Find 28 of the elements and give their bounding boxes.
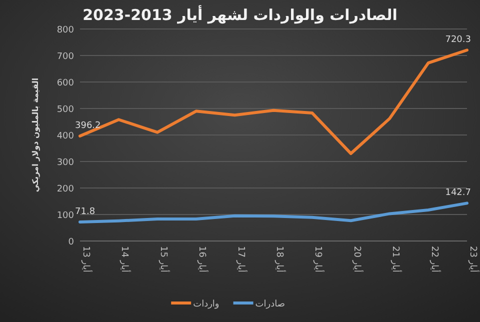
x-tick-label: أيار 23 (468, 246, 480, 272)
data-label: 720.3 (445, 35, 471, 46)
x-tick-label: أيار 21 (390, 246, 402, 272)
x-tick-label: أيار 16 (196, 246, 209, 272)
y-tick-label: 200 (56, 184, 74, 194)
x-tick-label: أيار 20 (351, 246, 364, 272)
chart-title: الصادرات والواردات لشهر أيار 2013-2023 (82, 5, 398, 24)
data-label: 396.2 (75, 121, 101, 132)
x-tick-label: أيار 19 (312, 246, 325, 272)
x-tick-label: أيار 15 (158, 246, 170, 272)
y-tick-label: 0 (68, 238, 74, 248)
data-label: 142.7 (445, 188, 471, 198)
x-tick-label: أيار 17 (235, 246, 248, 272)
y-tick-label: 700 (56, 52, 74, 62)
y-tick-label: 800 (56, 26, 74, 36)
x-tick-label: أيار 18 (274, 246, 286, 272)
x-tick-label: أيار 14 (119, 246, 132, 272)
legend-label: صادرات (255, 300, 285, 310)
data-label: 71.8 (75, 206, 96, 217)
x-tick-label: أيار 13 (80, 246, 92, 272)
y-tick-label: 300 (56, 158, 74, 168)
y-axis-title: القيمة بالمليون دولار امريكي (31, 78, 40, 192)
legend-label: واردات (193, 300, 220, 310)
y-tick-label: 600 (56, 78, 74, 88)
y-tick-label: 100 (56, 211, 74, 221)
x-tick-label: أيار 22 (428, 246, 441, 272)
y-tick-label: 500 (56, 105, 74, 115)
y-tick-label: 400 (56, 132, 74, 142)
